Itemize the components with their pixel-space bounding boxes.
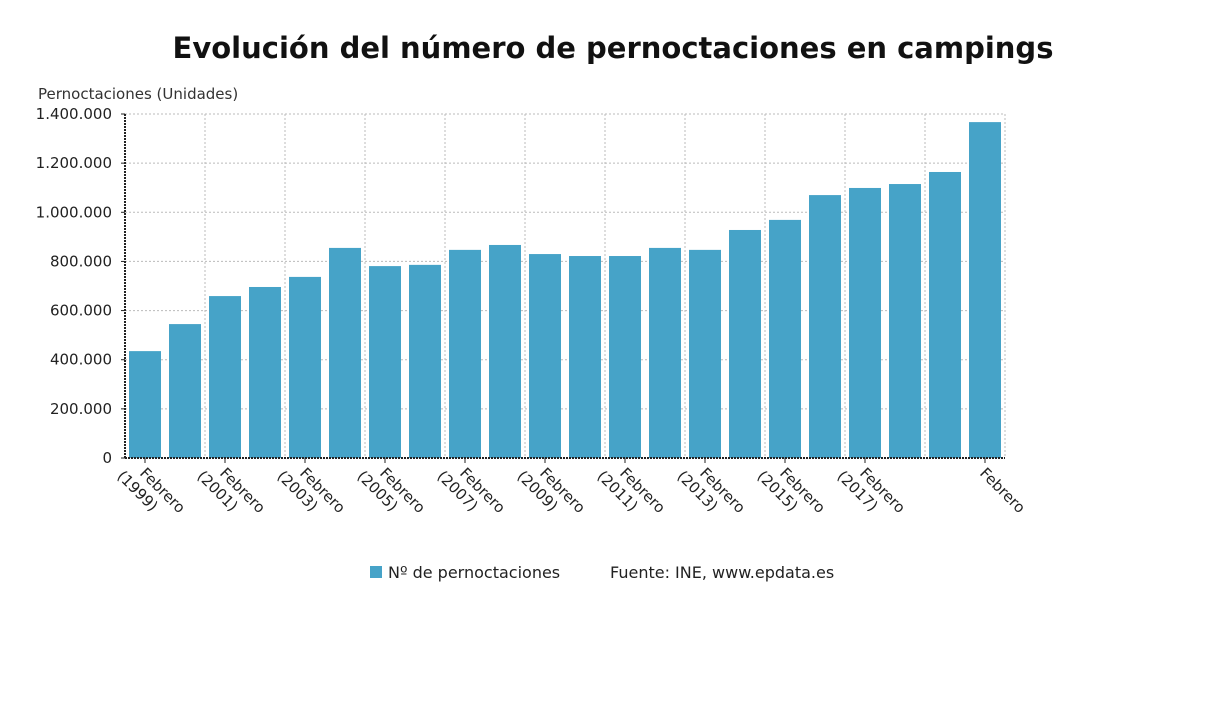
y-tick-label: 0 [102, 449, 112, 467]
bar [929, 171, 961, 458]
bar [969, 122, 1001, 458]
bar [209, 296, 241, 458]
x-tick-label: Febrero [976, 464, 1029, 517]
x-tick-label: Febrero(2007) [434, 454, 509, 529]
y-tick-label: 800.000 [50, 252, 112, 270]
y-tick-label: 1.400.000 [36, 105, 112, 123]
x-tick-label: Febrero(2009) [514, 454, 589, 529]
bar [569, 256, 601, 458]
x-tick-label: Febrero(2001) [194, 454, 269, 529]
bar [889, 184, 921, 458]
y-tick-label: 200.000 [50, 400, 112, 418]
x-ticks: Febrero(1999) Febrero(2001) Febrero(2003) F… [114, 454, 1029, 529]
bar [489, 244, 521, 458]
bar [409, 264, 441, 458]
bar [369, 266, 401, 458]
bar [649, 247, 681, 458]
bar [729, 229, 761, 458]
bar [289, 276, 321, 458]
bar [529, 254, 561, 458]
axes [124, 114, 1005, 459]
bar [129, 351, 161, 458]
x-tick-label: Febrero(1999) [114, 454, 189, 529]
x-tick-label: Febrero(2005) [354, 454, 429, 529]
y-tick-label: 400.000 [50, 351, 112, 369]
y-tick-label: 600.000 [50, 302, 112, 320]
bar [609, 256, 641, 458]
bar [849, 187, 881, 458]
y-ticks: 0 200.000 400.000 600.000 800.000 1.000.000 1.… [36, 105, 125, 467]
y-tick-label: 1.000.000 [36, 203, 112, 221]
legend-label: Nº de pernoctaciones [388, 563, 560, 582]
bar [449, 249, 481, 458]
bar [329, 247, 361, 458]
bars [129, 122, 1001, 459]
bar [249, 286, 281, 458]
y-tick-label: 1.200.000 [36, 154, 112, 172]
legend-swatch [370, 566, 382, 578]
bar [769, 219, 801, 458]
legend: Nº de pernoctaciones Fuente: INE, www.ep… [370, 563, 834, 582]
bar [809, 195, 841, 459]
x-tick-label: Febrero(2011) [594, 454, 669, 529]
bar [689, 249, 721, 458]
bar [169, 324, 201, 458]
chart-title: Evolución del número de pernoctaciones e… [173, 31, 1054, 65]
x-tick-label: Febrero(2013) [674, 454, 749, 529]
x-tick-label: Febrero(2017) [834, 454, 909, 529]
x-tick-label: Febrero(2015) [754, 454, 829, 529]
source-note: Fuente: INE, www.epdata.es [610, 563, 834, 582]
x-tick-label: Febrero(2003) [274, 454, 349, 529]
y-axis-label: Pernoctaciones (Unidades) [38, 85, 238, 103]
